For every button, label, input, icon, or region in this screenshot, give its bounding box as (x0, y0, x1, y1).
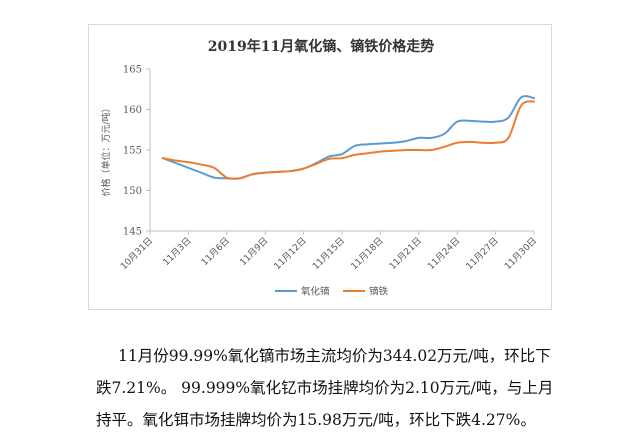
series-line-2 (161, 100, 535, 180)
legend-label-1: 氧化镝 (301, 286, 330, 298)
paragraph-line-1: 11月份99.99%氧化镝市场主流均价为344.02万元/吨，环比下 (118, 347, 551, 365)
x-tick-label: 11月18日 (349, 235, 386, 272)
y-tick-label: 145 (123, 227, 142, 238)
y-tick-label: 165 (123, 65, 142, 76)
x-tick-label: 10月31日 (118, 235, 155, 272)
y-tick-label: 160 (123, 105, 142, 116)
x-tick-label: 11月27日 (464, 235, 501, 272)
legend-label-2: 镝铁 (369, 286, 389, 298)
series-line-1 (161, 95, 535, 180)
x-tick-label: 11月12日 (272, 235, 309, 272)
y-axis-label: 价格（单位：万元/吨） (100, 103, 112, 196)
chart-title: 2019年11月氧化镝、镝铁价格走势 (208, 38, 434, 55)
x-tick-label: 11月3日 (161, 235, 194, 268)
paragraph-line-3: 持平。氧化铒市场挂牌均价为15.98万元/吨，环比下跌4.27%。 (96, 411, 536, 429)
y-tick-label: 150 (123, 186, 142, 197)
x-tick-label: 11月6日 (199, 235, 232, 268)
paragraph-line-2: 跌7.21%。 99.999%氧化钇市场挂牌均价为2.10万元/吨，与上月 (96, 379, 554, 397)
x-tick-label: 11月15日 (310, 235, 347, 272)
x-tick-label: 11月30日 (502, 235, 539, 272)
x-tick-label: 11月24日 (426, 235, 463, 272)
y-tick-label: 155 (123, 146, 142, 157)
x-tick-label: 11月21日 (387, 235, 424, 272)
chart-frame: 2019年11月氧化镝、镝铁价格走势价格（单位：万元/吨） 145 150 155 16… (88, 24, 552, 310)
x-tick-label: 11月9日 (238, 235, 271, 268)
